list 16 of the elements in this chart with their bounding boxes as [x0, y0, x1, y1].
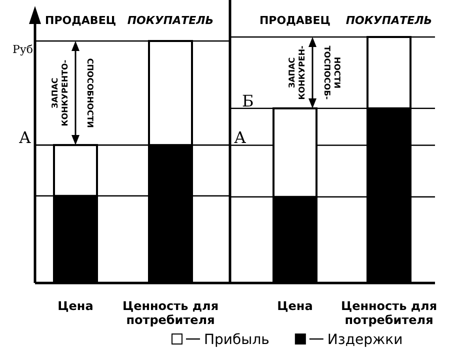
x-tick-label: Цена — [277, 299, 313, 313]
text: ПОКУПАТЕЛЬ — [127, 14, 214, 27]
ref-line-label: Б — [242, 91, 254, 110]
text: ЗАПАС КОНКУРЕН- ТОСПОСОБ- НОСТИ — [288, 46, 342, 100]
text: ПРОДАВЕЦ — [259, 14, 331, 27]
x-tick-label: Цена — [58, 299, 94, 313]
legend-label: Прибыль — [204, 332, 270, 348]
text: ПРОДАВЕЦ — [45, 14, 116, 27]
y-axis-title: Руб — [12, 43, 34, 56]
legend-label: Издержки — [327, 332, 403, 348]
ref-line-label: А — [18, 128, 31, 148]
ref-line-label: А — [234, 128, 246, 148]
text: ПОКУПАТЕЛЬ — [346, 14, 432, 27]
text: ЗАПАС КОНКУРЕНТО- СПОСОБНОСТИ — [50, 58, 94, 128]
x-tick-label: Ценность для потребителя — [340, 299, 438, 327]
x-tick-label: Ценность для потребителя — [122, 299, 219, 327]
